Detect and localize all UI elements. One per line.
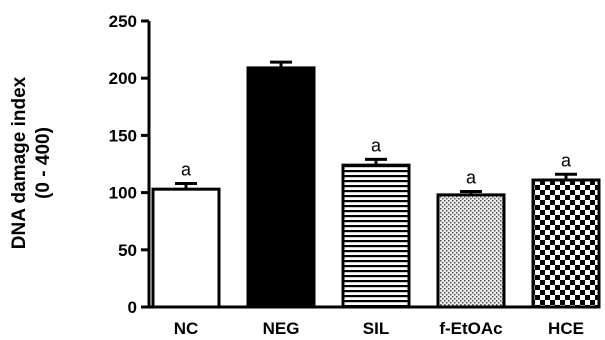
y-axis-title: DNA damage index (0 - 400) xyxy=(9,76,54,249)
bars: a a a a xyxy=(153,62,599,307)
bar-hce xyxy=(533,180,599,307)
y-tick-label: 0 xyxy=(128,298,137,317)
y-axis-sublabel: (0 - 400) xyxy=(33,127,54,199)
significance-label: a xyxy=(181,159,192,179)
significance-label: a xyxy=(466,167,477,187)
significance-label: a xyxy=(561,150,572,170)
y-tick-label: 50 xyxy=(118,241,137,260)
y-ticks: 0 50 100 150 200 250 xyxy=(109,12,149,317)
x-tick-label: SIL xyxy=(363,319,389,338)
y-tick-label: 100 xyxy=(109,184,137,203)
x-ticks: NC NEG SIL f-EtOAc HCE xyxy=(174,319,584,338)
x-tick-label: HCE xyxy=(548,319,584,338)
y-tick-label: 200 xyxy=(109,69,137,88)
y-axis-label: DNA damage index xyxy=(9,76,30,249)
significance-label: a xyxy=(371,135,382,155)
y-tick-label: 250 xyxy=(109,12,137,31)
x-tick-label: NC xyxy=(174,319,199,338)
y-tick-label: 150 xyxy=(109,126,137,145)
x-tick-label: f-EtOAc xyxy=(439,319,502,338)
bar-neg xyxy=(248,68,314,307)
bar-f-etoac xyxy=(438,195,504,307)
bar-sil xyxy=(343,165,409,307)
x-tick-label: NEG xyxy=(263,319,300,338)
bar-nc xyxy=(153,189,219,307)
